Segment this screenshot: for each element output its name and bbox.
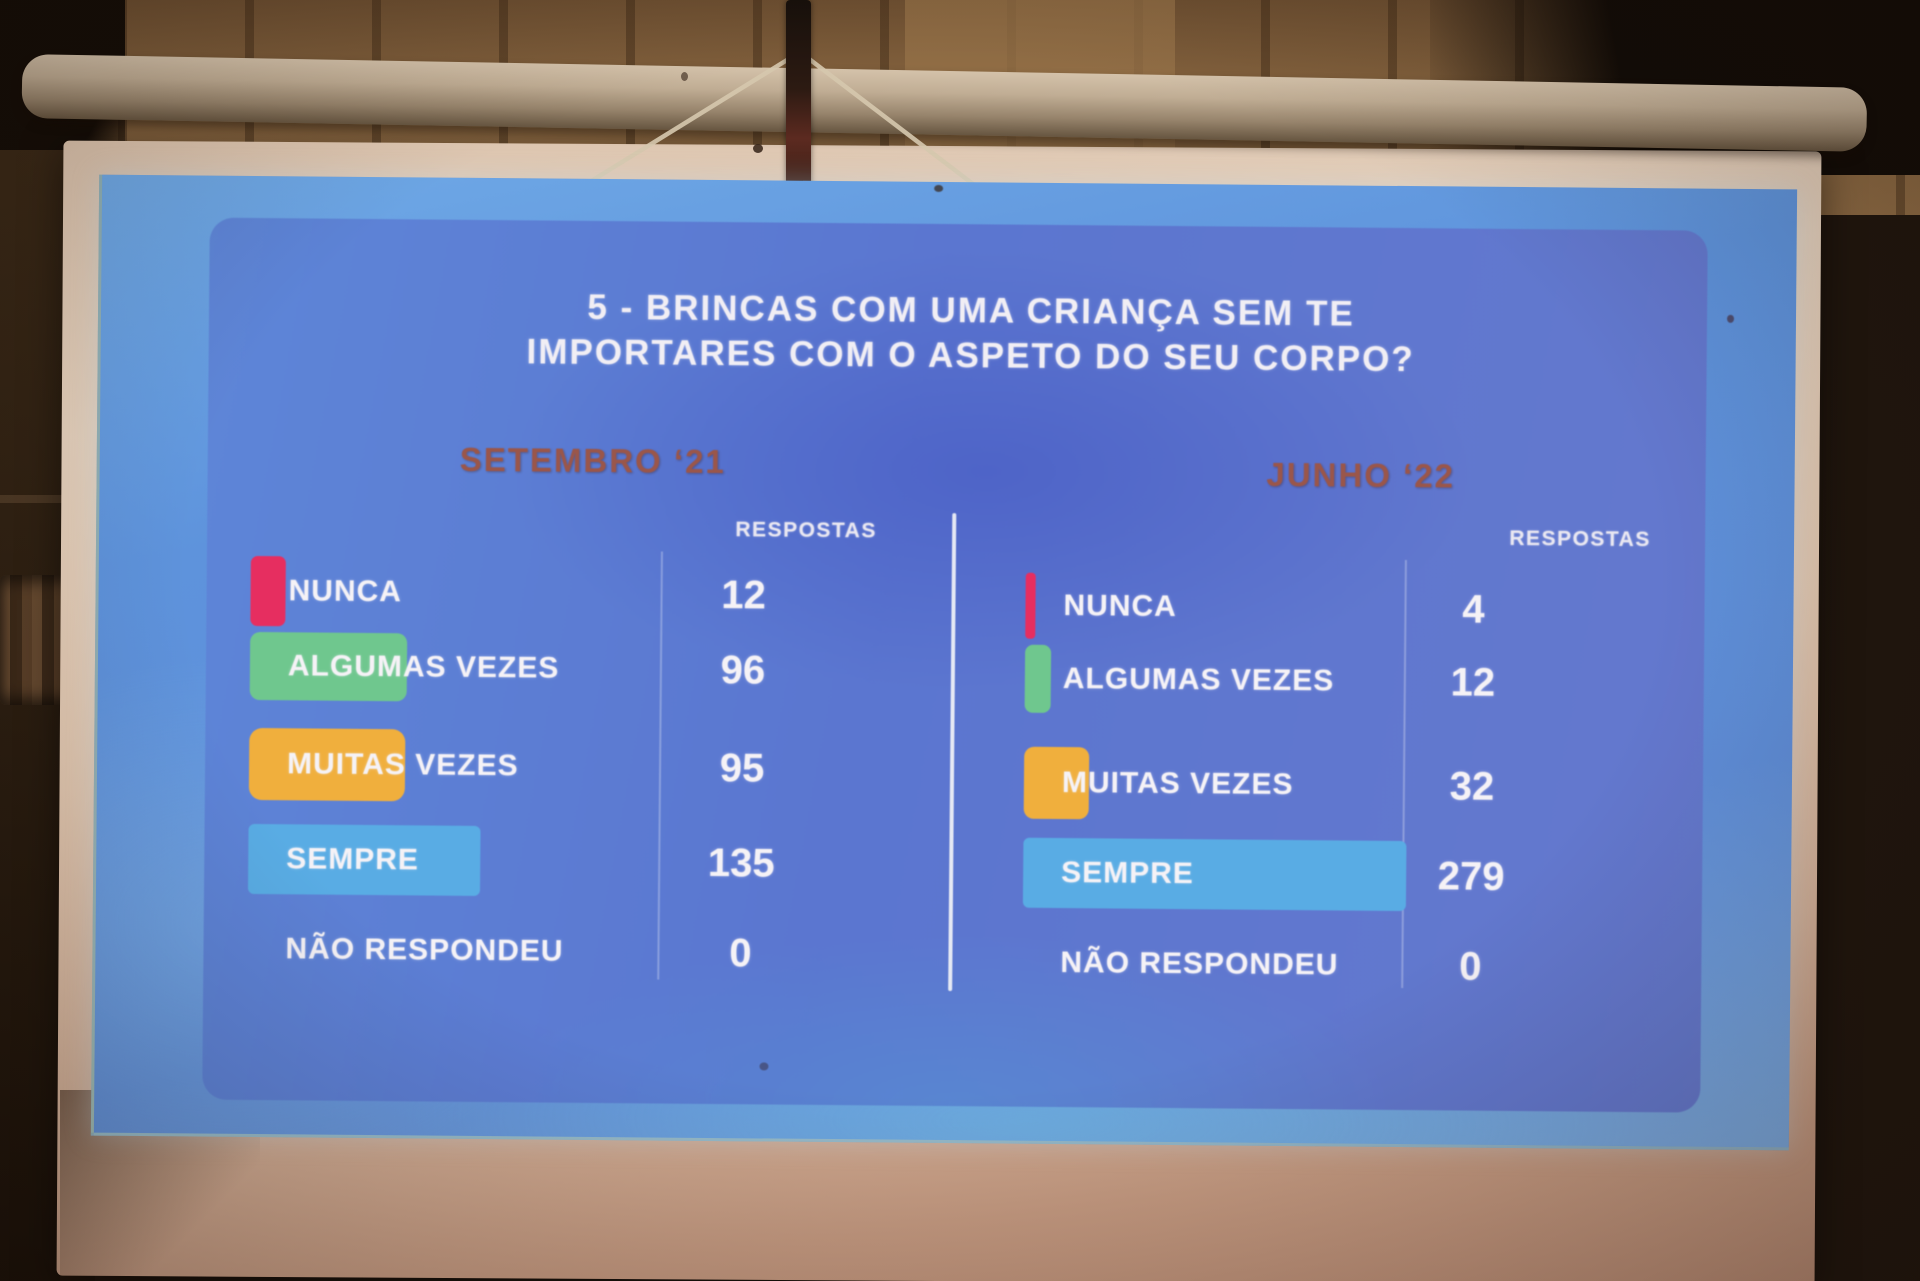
speck (759, 1062, 769, 1071)
row-value: 279 (1437, 854, 1505, 899)
row-label: MUITAS VEZES (286, 747, 519, 783)
speck (753, 144, 763, 153)
slide-title: 5 - BRINCAS COM UMA CRIANÇA SEM TE IMPOR… (371, 283, 1572, 383)
row-bar (1025, 572, 1036, 639)
row-bar (250, 555, 286, 627)
row-value: 12 (721, 573, 767, 618)
row-value: 0 (729, 931, 752, 976)
row-label: MUITAS VEZES (1061, 766, 1294, 802)
row-label: ALGUMAS VEZES (287, 649, 560, 685)
row-label: SEMPRE (1061, 856, 1195, 891)
pillar-ledge (0, 495, 95, 503)
slide-content: 5 - BRINCAS COM UMA CRIANÇA SEM TE IMPOR… (94, 175, 1797, 1148)
column-header-setembro: SETEMBRO ‘21 (459, 440, 726, 481)
row-value: 0 (1459, 944, 1482, 989)
respostas-header-left: RESPOSTAS (735, 518, 877, 543)
row-value: 95 (719, 746, 765, 791)
speck (934, 184, 944, 192)
row-label: NUNCA (1063, 589, 1177, 624)
row-label: ALGUMAS VEZES (1062, 662, 1335, 698)
speck (1726, 314, 1735, 323)
speck (681, 72, 688, 81)
row-label: NUNCA (288, 574, 403, 609)
row-value: 4 (1462, 587, 1485, 632)
row-value: 96 (720, 648, 766, 693)
row-label: NÃO RESPONDEU (285, 932, 564, 968)
row-label: NÃO RESPONDEU (1060, 946, 1339, 982)
row-value: 135 (707, 840, 775, 886)
slide: 5 - BRINCAS COM UMA CRIANÇA SEM TE IMPOR… (90, 174, 1798, 1151)
column-header-junho: JUNHO ‘22 (1266, 455, 1456, 495)
row-label: SEMPRE (286, 842, 420, 877)
row-value: 32 (1449, 764, 1495, 809)
row-bar (1024, 644, 1052, 713)
respostas-header-right: RESPOSTAS (1509, 526, 1651, 552)
row-value: 12 (1450, 660, 1496, 705)
